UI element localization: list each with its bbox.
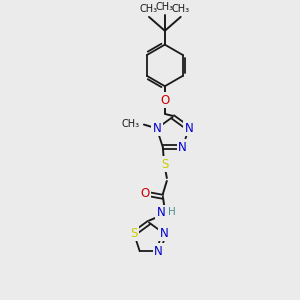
Text: CH₃: CH₃ xyxy=(140,4,158,14)
Text: O: O xyxy=(160,94,170,106)
Text: S: S xyxy=(161,158,169,171)
Text: N: N xyxy=(157,206,165,219)
Text: N: N xyxy=(152,122,161,135)
Text: S: S xyxy=(130,227,138,240)
Text: CH₃: CH₃ xyxy=(172,4,190,14)
Text: CH₃: CH₃ xyxy=(122,118,140,129)
Text: N: N xyxy=(160,227,169,240)
Text: N: N xyxy=(178,141,187,154)
Text: N: N xyxy=(184,122,193,135)
Text: CH₃: CH₃ xyxy=(156,2,174,12)
Text: H: H xyxy=(168,207,176,217)
Text: N: N xyxy=(154,245,163,258)
Text: O: O xyxy=(140,188,150,200)
